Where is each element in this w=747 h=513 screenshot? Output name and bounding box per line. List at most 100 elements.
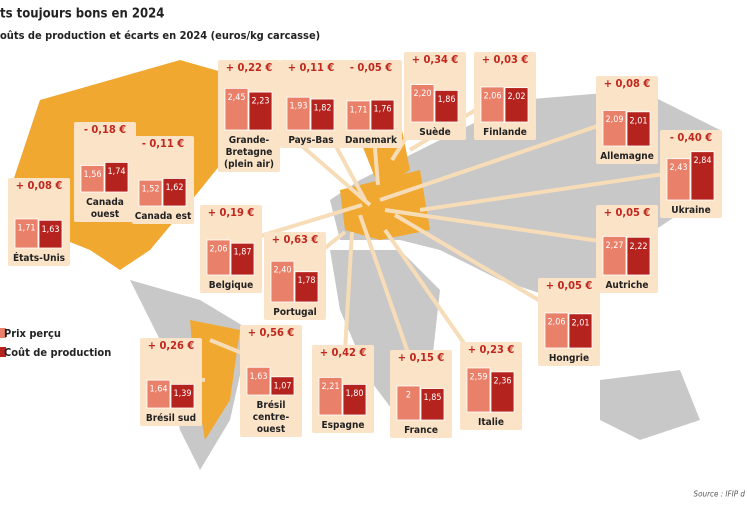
delta-label: + 0,22 € [226,61,273,74]
bar-price [602,110,627,147]
value-label: 2,84 [693,156,711,166]
value-label: 2,59 [469,372,487,382]
bar-cost [248,91,273,131]
value-label: 2,09 [605,115,623,125]
value-label: 2,06 [547,317,565,327]
delta-label: + 0,63 € [272,233,319,246]
legend-cost: Coût de production [4,346,111,359]
bar-price [396,385,421,421]
country-name: Bretagne [226,147,273,158]
bar-price [270,260,295,303]
value-label: 1,80 [345,389,363,399]
bar-cost [490,371,515,413]
delta-label: - 0,40 € [670,131,712,144]
country-box: + 0,05 € 2,27 2,22 Autriche [596,205,658,293]
value-label: 2,06 [209,244,227,254]
country-box: + 0,11 € 1,93 1,82 Pays-Bas [280,60,342,148]
country-box: + 0,34 € 2,20 1,86 Suède [404,52,466,140]
bar-cost [270,376,295,396]
value-label: 2,01 [629,116,647,126]
bar-cost [690,151,715,201]
bar-cost [170,383,195,409]
bar-price [138,179,163,207]
value-label: 1,86 [437,95,455,105]
bar-cost [294,271,319,303]
value-label: 1,87 [233,248,251,258]
country-name: Allemagne [600,151,654,162]
country-box: - 0,05 € 1,71 1,76 Danemark [340,60,402,148]
bar-price [286,96,311,131]
delta-label: + 0,05 € [604,206,651,219]
country-name: centre- [253,412,290,423]
country-name: Brésil sud [146,412,196,424]
value-label: 2,40 [273,266,291,276]
country-box: + 0,42 € 2,21 1,80 Espagne [312,345,374,433]
subtitle: oûts de production et écarts en 2024 (eu… [0,29,320,42]
value-label: 1,93 [289,102,307,112]
bar-cost [626,236,651,276]
legend-swatch-price [0,328,6,338]
delta-label: - 0,18 € [84,123,126,136]
value-label: 2,22 [629,242,647,252]
delta-label: + 0,08 € [604,77,651,90]
delta-label: + 0,03 € [482,53,529,66]
value-label: 2,27 [605,241,623,251]
country-name: Danemark [345,135,398,146]
country-name: Italie [478,417,504,428]
country-name: Autriche [605,280,648,291]
bar-cost [504,87,529,123]
bar-cost [230,242,255,276]
delta-label: + 0,34 € [412,53,459,66]
country-name: Grande- [229,135,270,146]
delta-label: + 0,05 € [546,279,593,292]
value-label: 2,02 [507,92,525,102]
value-label: 2 [406,391,411,401]
leader-line [419,168,692,212]
bar-price [544,312,569,349]
delta-label: + 0,08 € [16,179,63,192]
country-box: - 0,40 € 2,43 2,84 Ukraine [660,130,722,218]
bar-cost [38,219,63,249]
country-name: Ukraine [671,205,710,216]
country-name: Hongrie [549,353,589,364]
value-label: 2,21 [321,382,339,392]
value-label: 1,07 [273,381,291,391]
bar-price [246,366,271,396]
delta-label: + 0,26 € [148,339,195,352]
bar-price [206,239,231,276]
bar-price [146,379,171,409]
country-box: + 0,22 € 2,45 2,23 Grande-Bretagne(plein ai… [218,60,280,172]
bar-price [224,87,249,131]
bar-cost [420,388,445,421]
bar-price [602,236,627,276]
country-box: + 0,08 € 2,09 2,01 Allemagne [596,76,658,164]
delta-label: + 0,19 € [208,206,255,219]
value-label: 1,64 [149,385,167,395]
source: Source : IFIP d [694,490,746,499]
bar-price [666,158,691,201]
bar-price [14,218,39,249]
value-label: 1,78 [297,276,315,286]
bar-cost [104,162,129,193]
value-label: 2,43 [669,163,687,173]
bar-cost [342,383,367,416]
bar-cost [370,99,395,131]
country-box: + 0,05 € 2,06 2,01 Hongrie [538,278,600,366]
bar-cost [162,178,187,207]
delta-label: + 0,15 € [398,351,445,364]
bar-price [318,377,343,416]
value-label: 1,62 [165,183,183,193]
country-box: + 0,19 € 2,06 1,87 Belgique [200,205,262,293]
country-box: - 0,11 € 1,52 1,62 Canada est [132,136,194,224]
country-box: + 0,63 € 2,40 1,78 Portugal [264,232,326,320]
value-label: 1,71 [17,223,35,233]
legend-price: Prix perçu [4,327,61,340]
value-label: 1,63 [41,225,59,235]
country-name: Espagne [322,420,365,431]
value-label: 1,71 [349,105,367,115]
legend-swatch-cost [0,347,6,357]
bar-price [466,367,491,413]
